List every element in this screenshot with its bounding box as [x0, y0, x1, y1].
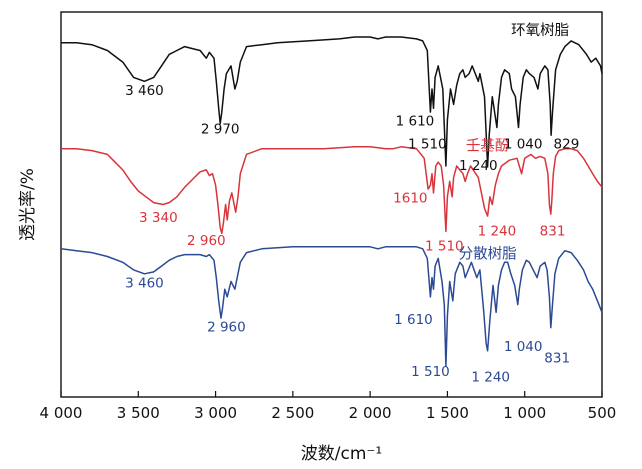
peak-label: 3 460 — [125, 83, 164, 99]
peak-label: 3 460 — [125, 275, 164, 291]
x-tick-label: 1 500 — [426, 404, 469, 422]
x-tick-label: 4 000 — [40, 404, 83, 422]
series-label-0: 环氧树脂 — [511, 22, 569, 39]
peak-label: 2 960 — [207, 320, 246, 336]
x-tick-label: 2 000 — [349, 404, 392, 422]
series-label-1: 壬基酚 — [466, 138, 510, 155]
peak-label: 2 970 — [201, 121, 240, 137]
peak-label: 1 040 — [504, 339, 543, 355]
peak-label: 1 240 — [471, 370, 510, 386]
peak-label: 1 510 — [425, 239, 464, 255]
plot-frame — [60, 11, 603, 398]
x-axis-title: 波数/cm⁻¹ — [301, 444, 382, 464]
annotation-layer: 3 460 2 970 1 610 1 510 1 240 1 040 829 3 340 2 … — [125, 83, 579, 386]
peak-label: 1 610 — [394, 312, 433, 328]
peak-label: 831 — [544, 350, 570, 366]
series-line-0 — [61, 36, 603, 167]
peak-label: 1 240 — [478, 223, 517, 239]
peak-label: 829 — [554, 137, 580, 153]
x-tick-label: 3 500 — [117, 404, 160, 422]
peak-label: 3 340 — [139, 210, 178, 226]
x-tick-label: 500 — [588, 404, 617, 422]
peak-label: 2 960 — [187, 233, 226, 249]
peak-label: 1 240 — [459, 158, 498, 174]
peak-label: 1 610 — [396, 114, 435, 130]
x-tick-label: 1 000 — [503, 404, 546, 422]
peak-label: 1 040 — [504, 137, 543, 153]
y-axis-title: 透光率/% — [18, 168, 38, 241]
series-line-2 — [60, 246, 603, 367]
series-label-2: 分散树脂 — [459, 245, 517, 262]
series-line-1 — [61, 146, 603, 235]
x-tick-label: 2 500 — [271, 404, 314, 422]
plot-border — [60, 11, 603, 398]
peak-label: 1 510 — [408, 137, 447, 153]
peak-label: 1610 — [393, 191, 427, 207]
peak-label: 831 — [540, 223, 566, 239]
x-tick-label: 3 000 — [194, 404, 237, 422]
peak-label: 1 510 — [411, 364, 450, 380]
x-axis: 4 000 3 500 3 000 2 500 2 000 1 500 1 000 500 — [40, 391, 617, 422]
